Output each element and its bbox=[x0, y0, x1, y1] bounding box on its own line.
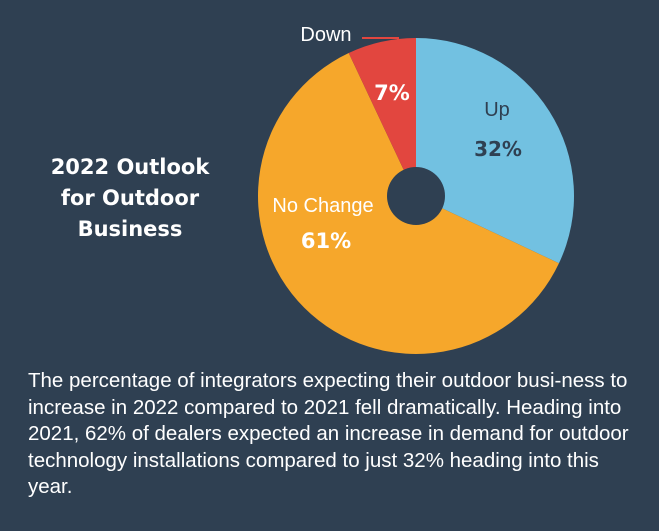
slice-label-up: Up bbox=[484, 99, 510, 121]
slice-value-up: 32% bbox=[474, 137, 522, 161]
donut-hole bbox=[387, 167, 445, 225]
pie-slice-up bbox=[416, 38, 574, 264]
chart-caption: The percentage of integrators expecting … bbox=[28, 369, 629, 498]
slice-value-down: 7% bbox=[374, 81, 410, 105]
slice-label-down: Down bbox=[300, 24, 351, 46]
down-leader-line bbox=[362, 37, 399, 46]
pie-slice-down bbox=[348, 38, 416, 196]
chart-title: 2022 Outlook for Outdoor Business bbox=[50, 155, 210, 241]
slice-value-no-change: 61% bbox=[301, 229, 351, 253]
slice-label-no-change: No Change bbox=[272, 195, 373, 217]
